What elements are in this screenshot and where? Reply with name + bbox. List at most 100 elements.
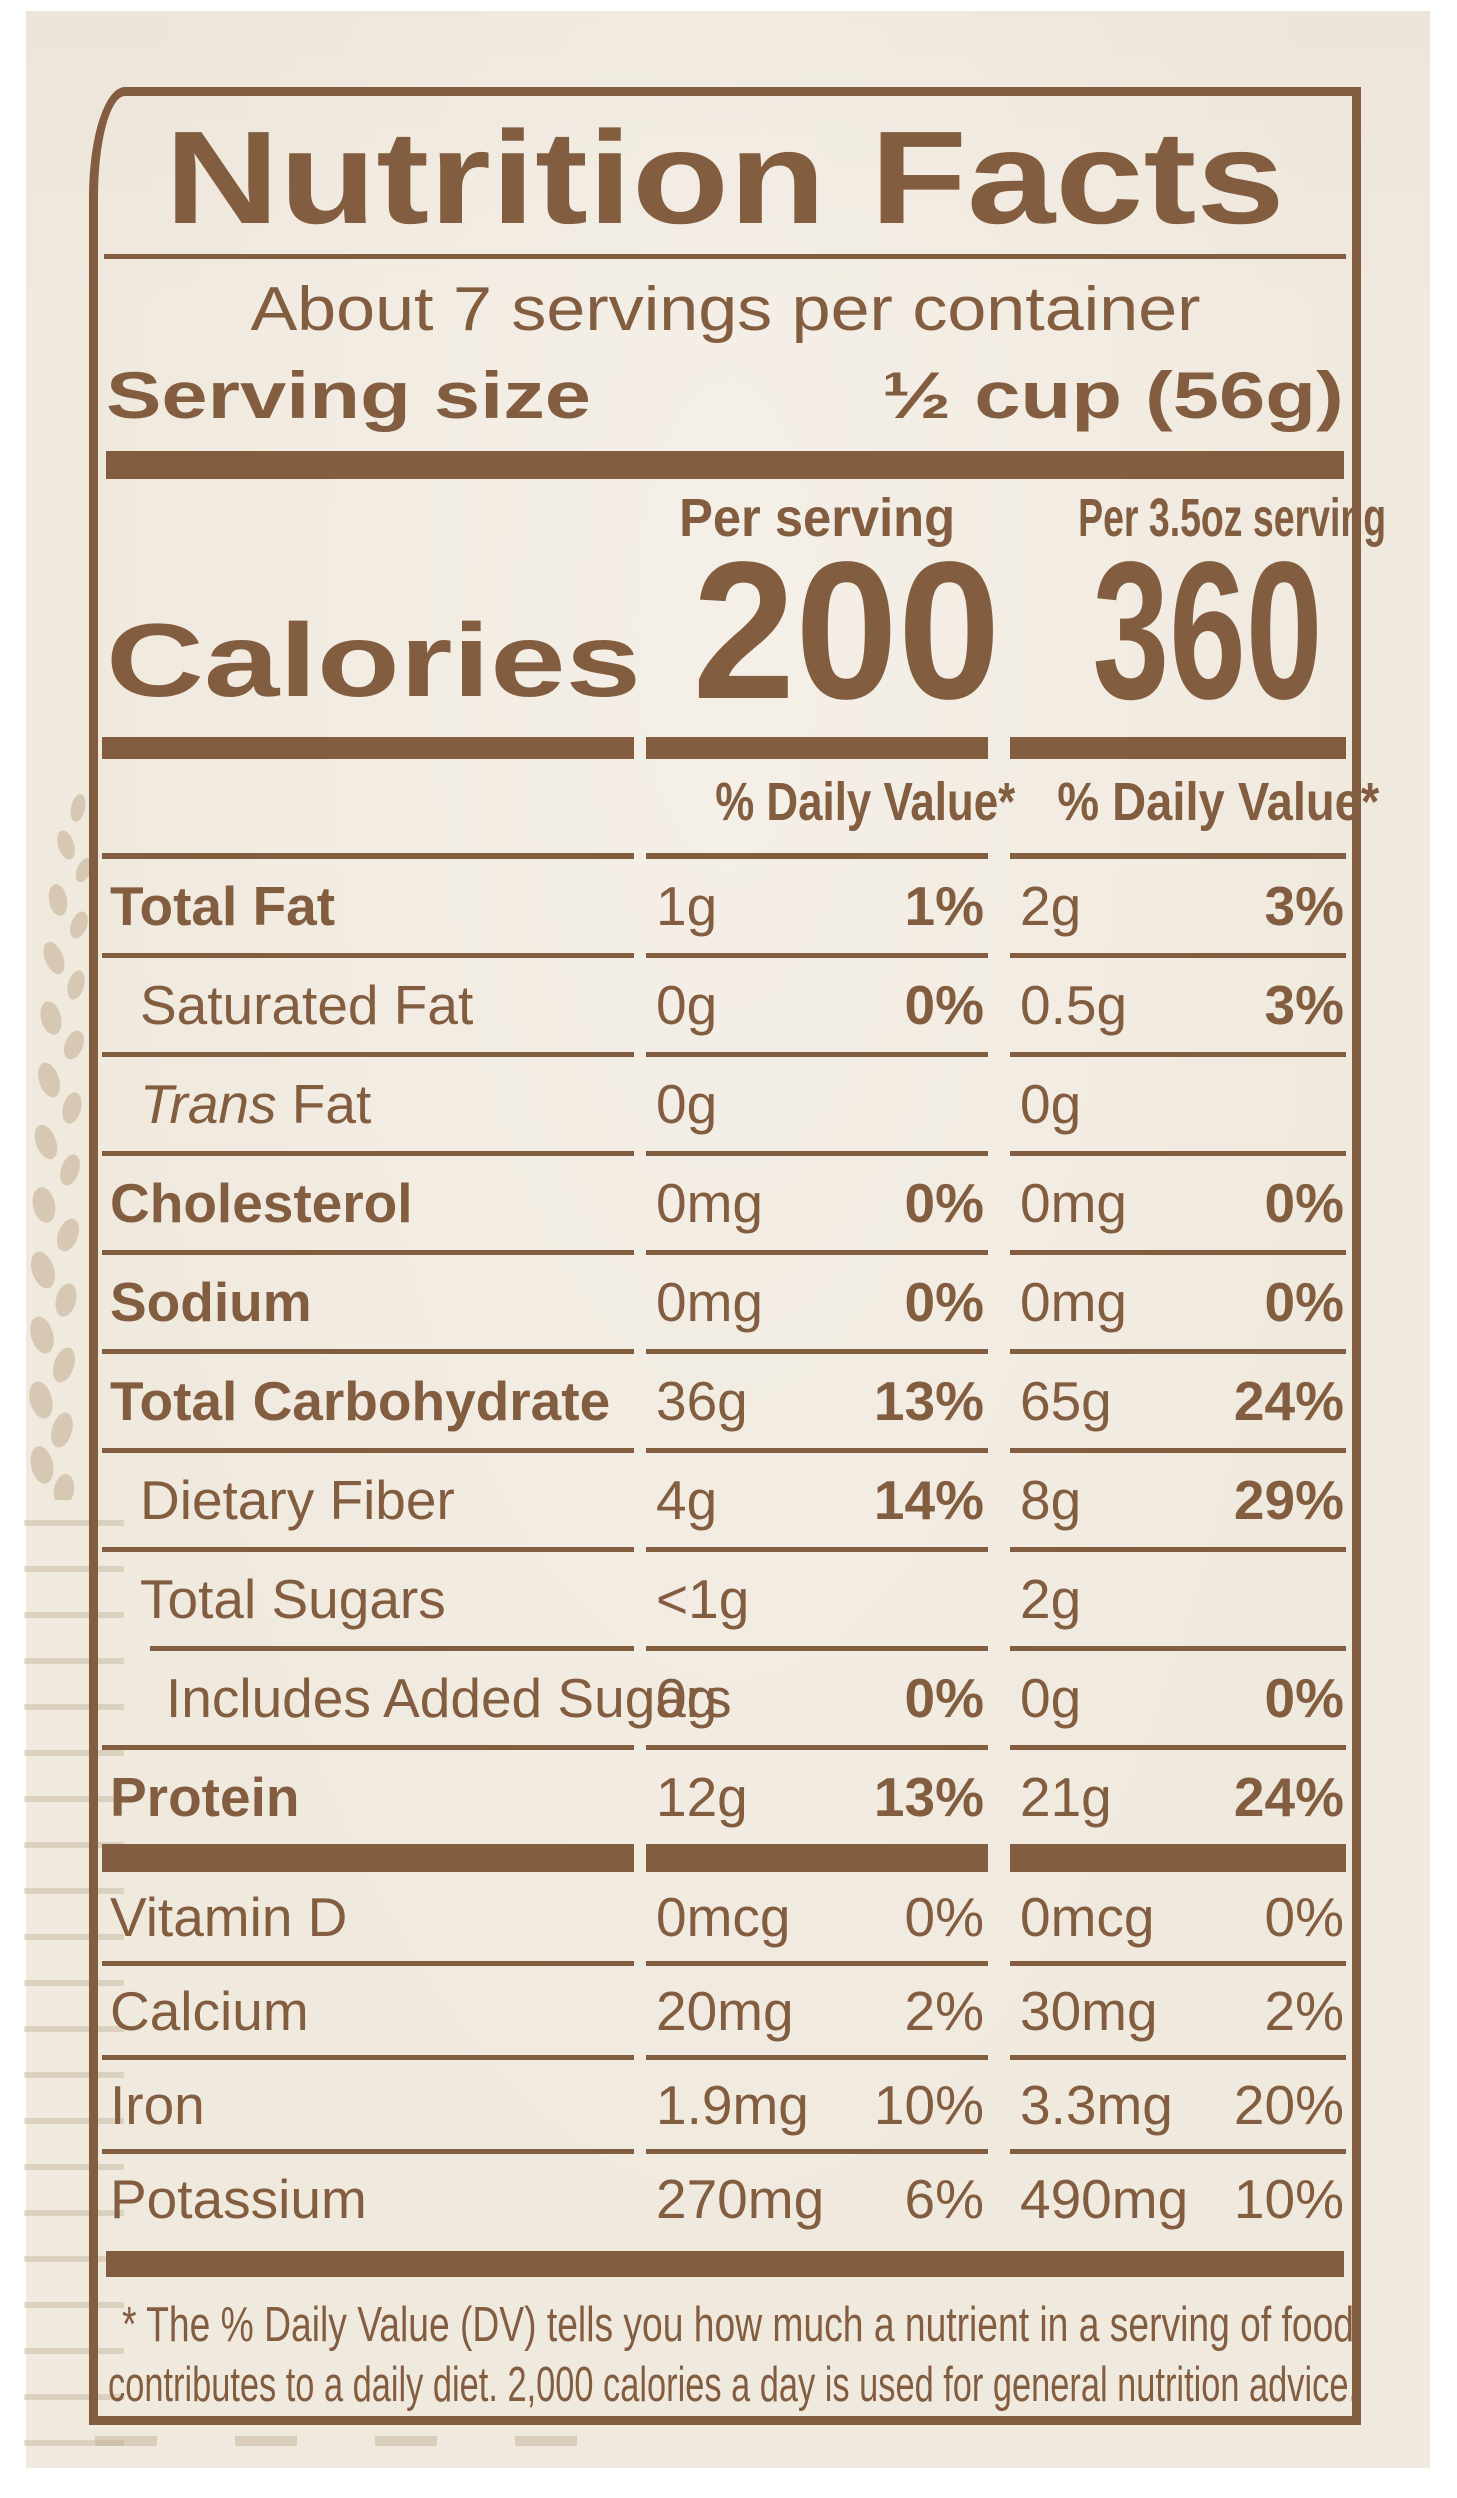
per-35oz-cell: 2g 3% — [1014, 874, 1350, 938]
nutrient-label-text: Includes Added Sugars — [166, 1667, 732, 1729]
per-serving-cell: 36g 13% — [650, 1369, 992, 1433]
per-serving-amount: 12g — [656, 1766, 748, 1828]
separator — [98, 853, 1352, 859]
dv-header-1: % Daily Value* — [715, 772, 1016, 832]
nutrient-label-text: Protein — [110, 1766, 300, 1828]
per-serving-cell: 0mg 0% — [650, 1270, 992, 1334]
per-serving-percent-dv: 0% — [904, 1172, 985, 1234]
serving-size-value: ½ cup (56g) — [882, 358, 1344, 432]
column-headers: Per serving Per 3.5oz serving — [98, 488, 1386, 549]
servings-per-container: About 7 servings per container — [98, 277, 1352, 343]
calories-per-35oz: 360 — [1040, 533, 1376, 729]
per-35oz-cell: 0g 0% — [1014, 1666, 1350, 1730]
per-serving-percent-dv: 13% — [873, 1766, 984, 1828]
per-35oz-percent-dv: 2% — [1264, 1979, 1345, 2042]
per-serving-percent-dv: 2% — [904, 1979, 985, 2042]
per-serving-amount: 0g — [656, 974, 718, 1036]
per-serving-cell: 4g 14% — [650, 1468, 992, 1532]
nutrient-row: Total Sugars <1g 2g — [98, 1552, 1352, 1646]
per-serving-amount: 1g — [656, 875, 718, 937]
per-serving-percent-dv: 1% — [904, 875, 985, 937]
per-35oz-percent-dv: 24% — [1233, 1766, 1344, 1828]
per-35oz-cell: 0g — [1014, 1072, 1350, 1136]
dv-header-cell-1: % Daily Value* — [646, 771, 1015, 833]
per-35oz-percent-dv: 0% — [1264, 1172, 1345, 1234]
per-35oz-cell: 0mcg 0% — [1014, 1885, 1350, 1949]
nutrient-row: Total Fat 1g 1% 2g 3% — [98, 859, 1352, 953]
wheat-illustration — [16, 790, 116, 1506]
nutrient-row: Vitamin D 0mcg 0% 0mcg 0% — [98, 1872, 1352, 1961]
per-serving-percent-dv: 0% — [904, 1885, 985, 1948]
per-serving-amount: 1.9mg — [656, 2073, 809, 2136]
per-serving-header-cell: Per serving — [646, 487, 988, 549]
nutrient-label: Total Sugars — [102, 1567, 638, 1631]
nutrient-label-text: Sodium — [110, 1271, 312, 1333]
per-35oz-cell: 8g 29% — [1014, 1468, 1350, 1532]
per-serving-percent-dv: 6% — [904, 2167, 985, 2230]
per-35oz-cell: 0mg 0% — [1014, 1171, 1350, 1235]
per-serving-cell: 0mg 0% — [650, 1171, 992, 1235]
daily-value-headers: % Daily Value* % Daily Value* — [98, 772, 1379, 833]
nutrient-label-text: Total Fat — [110, 875, 336, 937]
per-serving-percent-dv: 10% — [873, 2073, 984, 2136]
per-serving-percent-dv: 0% — [904, 974, 985, 1036]
per-35oz-percent-dv: 20% — [1233, 2073, 1344, 2136]
per-serving-cell: 0mcg 0% — [650, 1885, 992, 1949]
per-serving-cell: 12g 13% — [650, 1765, 992, 1829]
nutrient-label: Total Carbohydrate — [102, 1369, 638, 1433]
calories-label-text: Calories — [106, 603, 641, 719]
per-35oz-amount: 3.3mg — [1020, 2073, 1173, 2136]
per-35oz-amount: 0mcg — [1020, 1885, 1155, 1948]
thick-bar-protein — [98, 1844, 1352, 1872]
nutrient-label: Calcium — [102, 1979, 638, 2043]
per-serving-amount: 4g — [656, 1469, 718, 1531]
nutrient-label: Vitamin D — [102, 1885, 638, 1949]
nutrient-label: Potassium — [102, 2167, 638, 2231]
dv-header-cell-2: % Daily Value* — [1010, 771, 1379, 833]
separator — [98, 953, 1352, 958]
nutrient-rows: Total Fat 1g 1% 2g 3% Saturated Fat 0g 0% 0… — [98, 859, 1352, 1844]
thick-bar-serving — [106, 451, 1344, 479]
nutrient-label: Sodium — [102, 1270, 638, 1334]
separator — [98, 2055, 1352, 2060]
dv-header-2: % Daily Value* — [1057, 772, 1380, 832]
per-35oz-percent-dv: 29% — [1233, 1469, 1344, 1531]
nutrient-label: Saturated Fat — [102, 973, 638, 1037]
nutrient-label-text: Total Sugars — [140, 1568, 446, 1630]
package-texture-dashes-bottom — [95, 2436, 615, 2446]
per-35oz-cell: 30mg 2% — [1014, 1979, 1350, 2043]
title-divider — [104, 254, 1346, 259]
nutrient-label: Total Fat — [102, 874, 638, 938]
per-35oz-header: Per 3.5oz serving — [1078, 488, 1387, 548]
per-35oz-percent-dv: 0% — [1264, 1667, 1345, 1729]
per-serving-amount: 36g — [656, 1370, 748, 1432]
nutrient-label: Dietary Fiber — [102, 1468, 638, 1532]
per-serving-cell: 0g 0% — [650, 973, 992, 1037]
calories-per-35oz-value: 360 — [1093, 521, 1323, 740]
per-35oz-cell: 3.3mg 20% — [1014, 2073, 1350, 2137]
nutrient-label-text: Cholesterol — [110, 1172, 413, 1234]
per-35oz-cell: 0.5g 3% — [1014, 973, 1350, 1037]
per-35oz-cell: 65g 24% — [1014, 1369, 1350, 1433]
nutrient-row: Sodium 0mg 0% 0mg 0% — [98, 1255, 1352, 1349]
per-serving-header: Per serving — [679, 488, 955, 548]
per-35oz-header-cell: Per 3.5oz serving — [1010, 487, 1386, 549]
per-35oz-percent-dv: 10% — [1233, 2167, 1344, 2230]
per-serving-cell: 20mg 2% — [650, 1979, 992, 2043]
per-35oz-percent-dv: 0% — [1264, 1271, 1345, 1333]
footnote: * The % Daily Value (DV) tells you how m… — [98, 2295, 1358, 2415]
per-35oz-cell: 21g 24% — [1014, 1765, 1350, 1829]
separator — [98, 2149, 1352, 2154]
per-serving-amount: <1g — [656, 1568, 750, 1630]
nutrient-label-text: Potassium — [110, 2167, 367, 2230]
vitamin-rows: Vitamin D 0mcg 0% 0mcg 0% Calcium 20mg 2% 3… — [98, 1872, 1352, 2243]
per-35oz-percent-dv: 24% — [1233, 1370, 1344, 1432]
separator — [98, 1349, 1352, 1354]
separator — [98, 1745, 1352, 1750]
footnote-line-2: contributes to a daily diet. 2,000 calor… — [108, 2358, 1358, 2412]
servings-text: About 7 servings per container — [249, 275, 1200, 344]
nutrient-row: Protein 12g 13% 21g 24% — [98, 1750, 1352, 1844]
calories-per-serving-value: 200 — [693, 521, 1001, 740]
per-35oz-percent-dv: 0% — [1264, 1885, 1345, 1948]
